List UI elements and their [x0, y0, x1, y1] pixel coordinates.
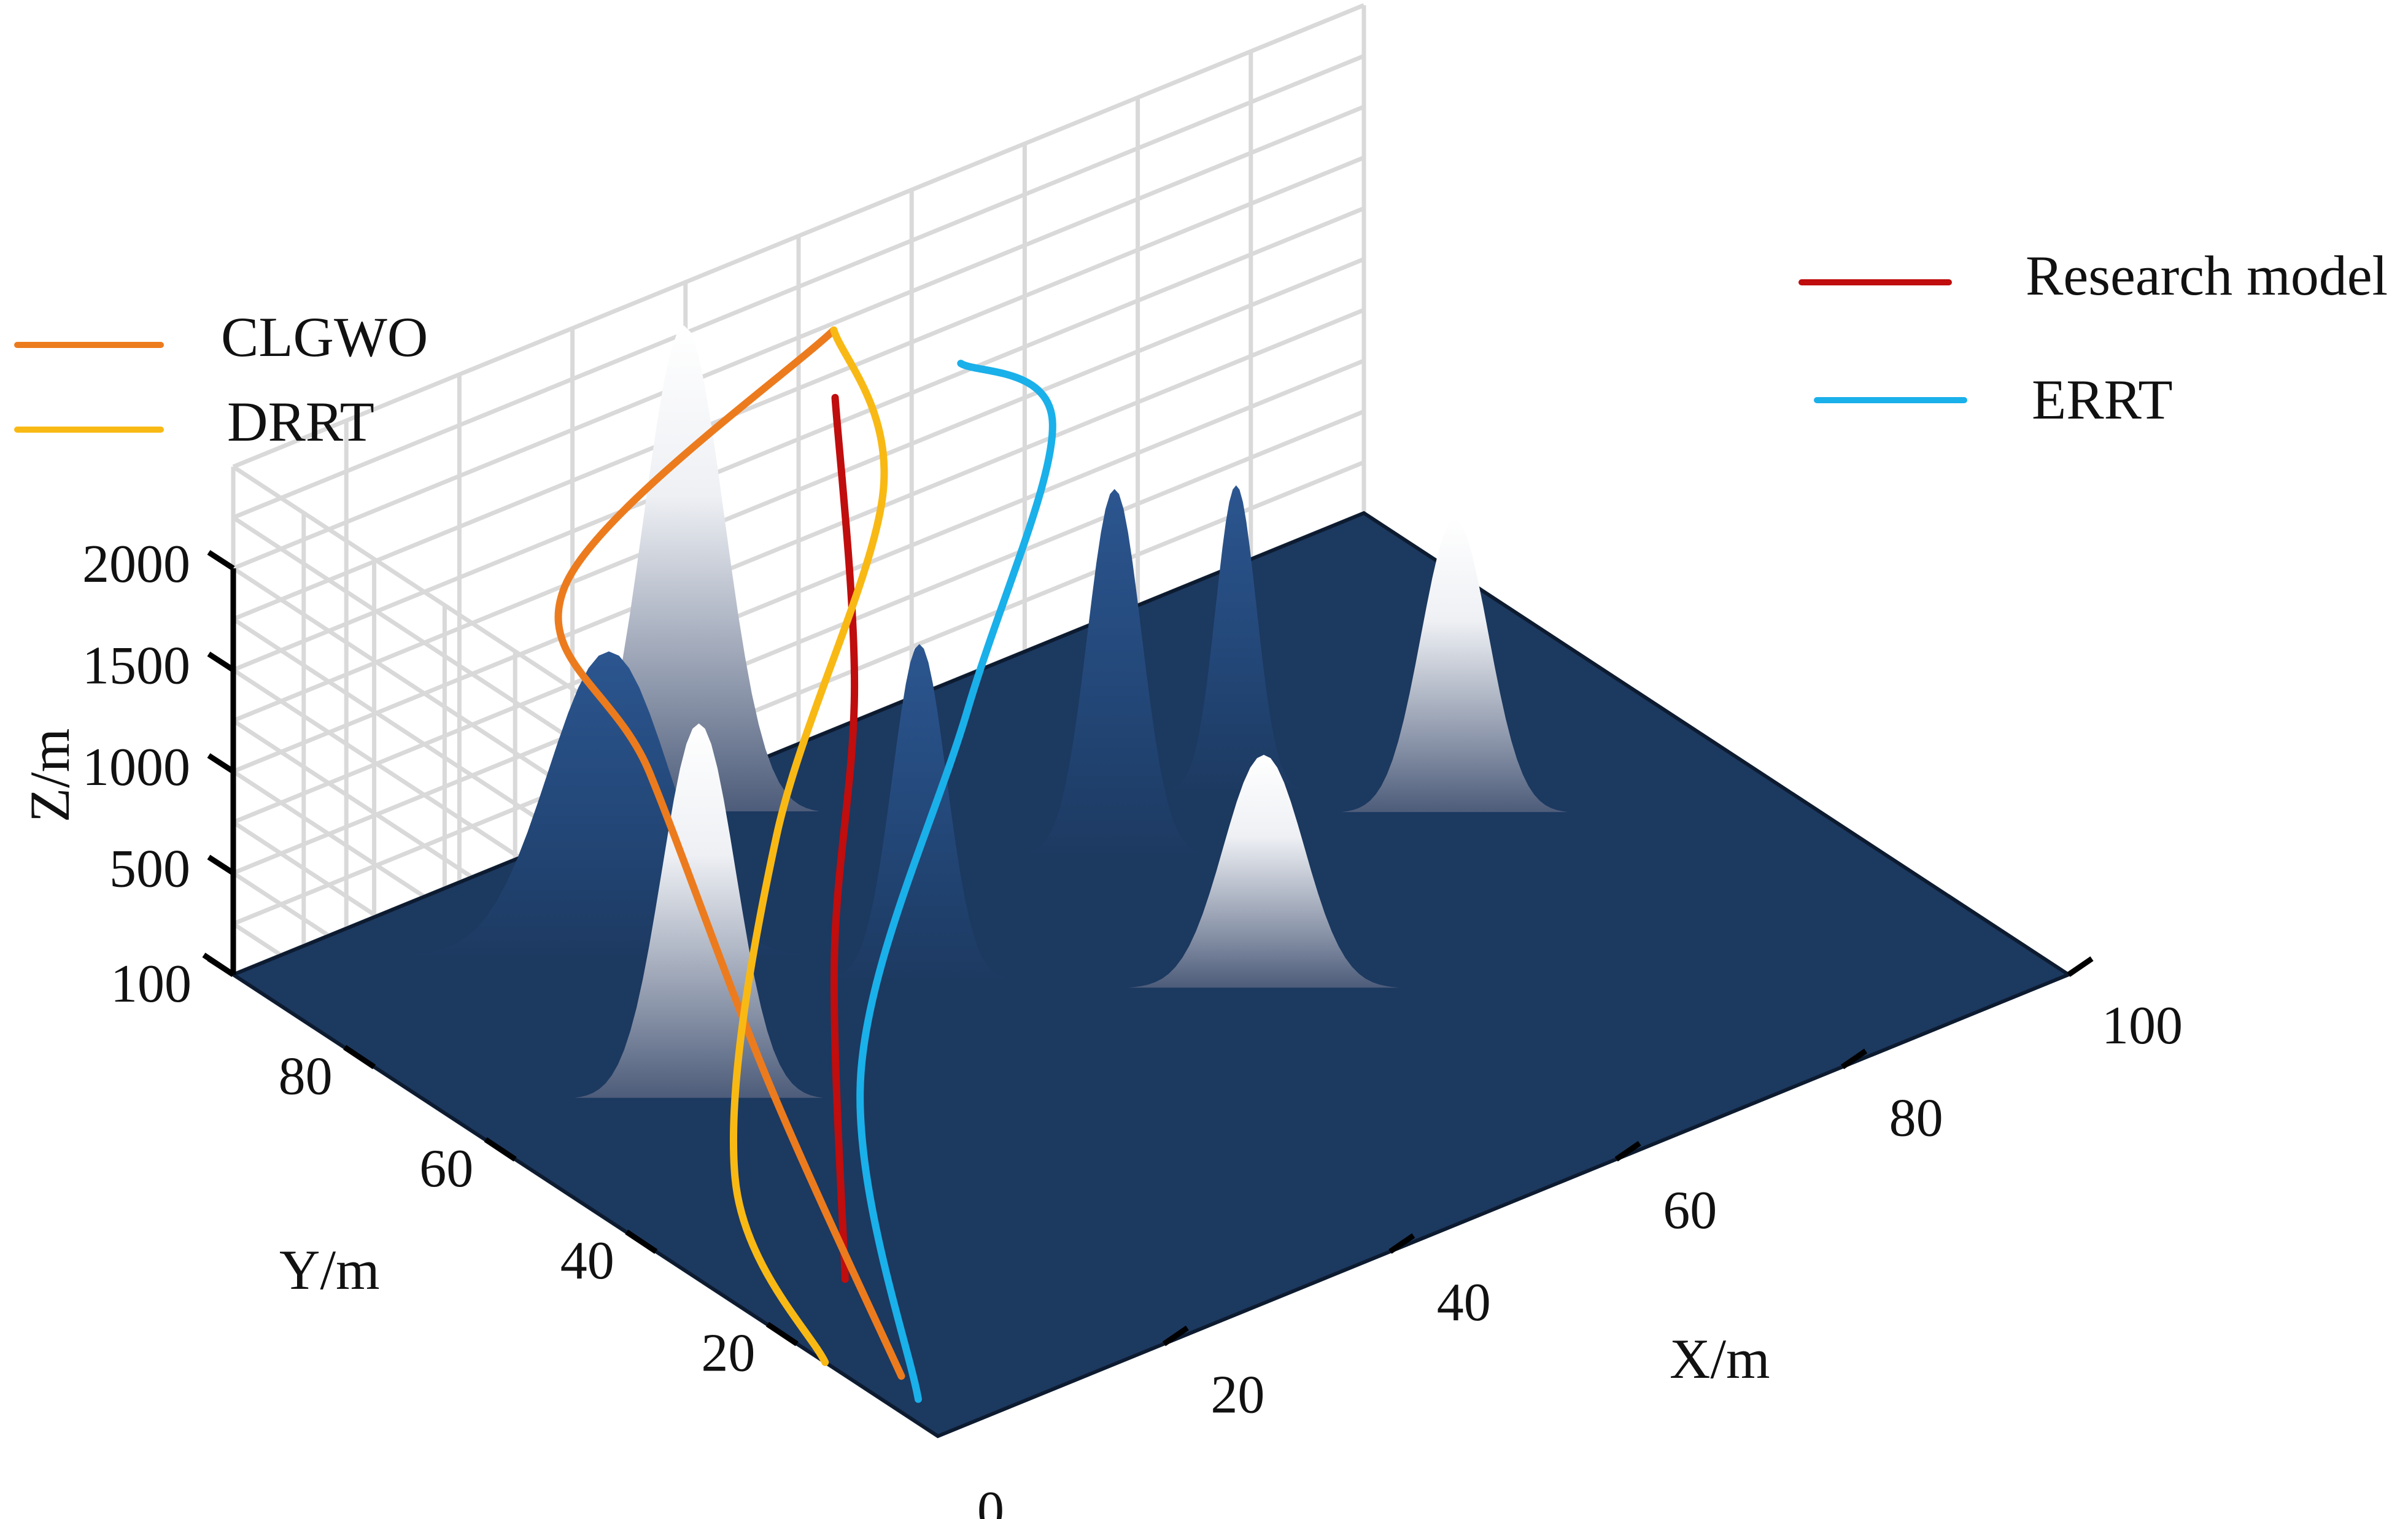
- x-axis-tick: [2067, 956, 2094, 977]
- path-lines: [554, 326, 1056, 1403]
- blue-peak: [829, 644, 1010, 978]
- blue-peak: [1024, 489, 1206, 854]
- series-line-errt: [856, 360, 1056, 1403]
- grid-line: [232, 307, 1365, 774]
- y-tick-label: 20: [701, 1324, 755, 1383]
- legend-label: CLGWO: [221, 306, 428, 368]
- series-line-drrt: [729, 326, 888, 1366]
- grid-line: [232, 104, 1365, 571]
- x-axis-tick: [1162, 1325, 1189, 1347]
- grid-line: [232, 257, 1365, 723]
- y-axis-tick: [343, 1045, 376, 1070]
- legend-label: Research model: [2026, 244, 2388, 307]
- y-tick-label: 40: [560, 1231, 614, 1291]
- legend: CLGWO DRRT Research model ERRT: [14, 244, 2388, 453]
- y-tick-label: 80: [279, 1046, 333, 1106]
- y-axis-tick: [765, 1321, 799, 1347]
- y-axis-tick: [202, 953, 235, 977]
- legend-label: ERRT: [2032, 368, 2173, 431]
- x-axis-title: X/m: [1670, 1328, 1770, 1390]
- floor-surface: [229, 511, 2073, 1439]
- white-peak: [1342, 518, 1568, 813]
- grid-line: [232, 409, 1365, 875]
- white-peak: [1128, 754, 1400, 988]
- x-axis-tick: [1841, 1048, 1868, 1070]
- grid-line: [232, 155, 1365, 621]
- x-tick-label: 100: [2102, 996, 2183, 1056]
- grid-line: [232, 206, 1365, 672]
- floor-plane: [229, 511, 2073, 1439]
- y-axis-tick: [625, 1229, 658, 1254]
- series-line-research-model: [830, 393, 859, 1283]
- grid-line: [232, 358, 1365, 824]
- x-tick-label: 20: [1210, 1366, 1264, 1425]
- series-line-clgwo: [554, 326, 905, 1380]
- x-axis-tick: [1614, 1141, 1641, 1162]
- z-tick-label: 1500: [82, 636, 190, 696]
- z-axis-tick: [207, 854, 235, 876]
- x-tick-label: 80: [1889, 1088, 1943, 1148]
- z-tick-label: 2000: [82, 535, 190, 594]
- x-axis-tick: [1388, 1233, 1415, 1254]
- grid-line: [232, 3, 1365, 469]
- z-axis-title: Z/m: [18, 729, 81, 822]
- blue-peak: [1168, 485, 1304, 789]
- z-tick-label: 500: [109, 840, 190, 899]
- y-tick-label: 100: [110, 954, 192, 1014]
- blue-peak: [405, 651, 813, 956]
- z-axis-tick: [207, 651, 235, 673]
- legend-label: DRRT: [227, 390, 374, 453]
- z-axis-tick: [207, 550, 235, 571]
- grid-line: [232, 54, 1365, 520]
- y-axis-tick: [484, 1137, 517, 1162]
- z-axis-tick: [207, 753, 235, 774]
- z-tick-label: 1000: [82, 738, 190, 797]
- white-peak: [548, 325, 820, 811]
- x-tick-label: 60: [1663, 1181, 1717, 1240]
- x-tick-label: 40: [1437, 1273, 1491, 1332]
- x-tick-label: 0: [977, 1481, 1004, 1519]
- grid-line: [232, 460, 1365, 926]
- y-tick-label: 60: [419, 1139, 473, 1199]
- y-axis-title: Y/m: [279, 1239, 380, 1301]
